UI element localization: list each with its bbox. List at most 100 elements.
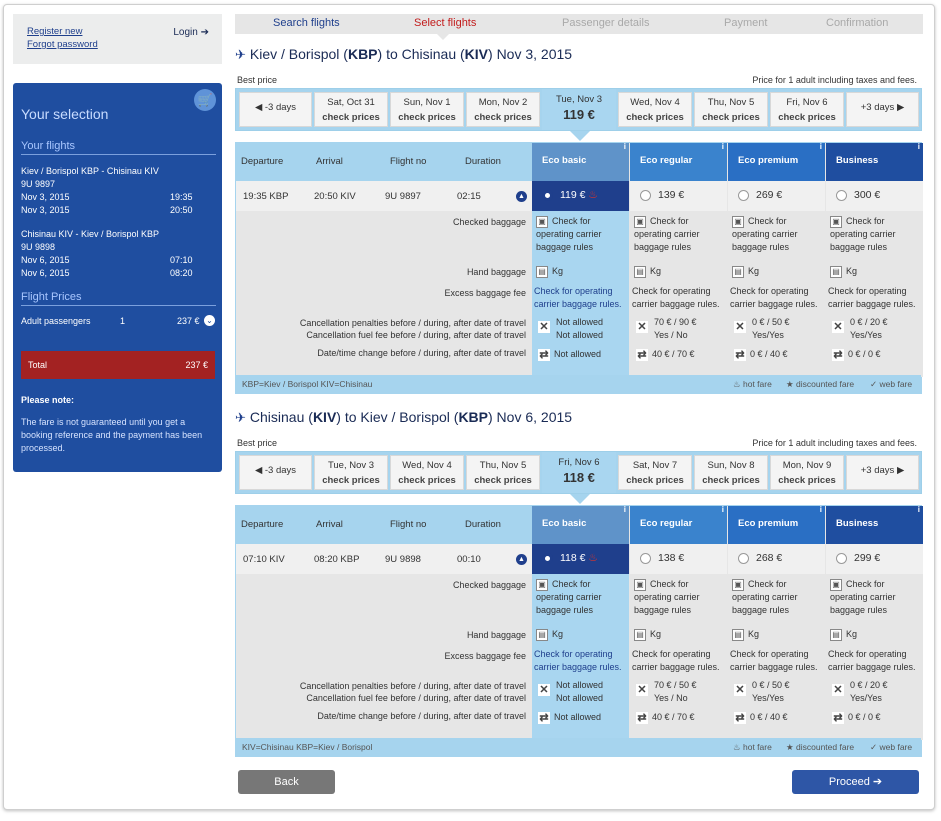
close-icon: ✕ <box>636 684 648 696</box>
flame-icon: ♨ <box>733 742 741 752</box>
inbound-date-2[interactable]: Thu, Nov 5 check prices <box>466 455 540 490</box>
cancellation-info: ✕ 70 € / 50 € Yes / No <box>636 680 697 703</box>
inbound-date-5[interactable]: Sun, Nov 8 check prices <box>694 455 768 490</box>
exchange-icon: ⇄ <box>636 348 648 361</box>
outbound-fare-price-2[interactable]: 269 € <box>728 181 825 211</box>
inbound-prev-days[interactable]: ◀ -3 days <box>239 455 312 490</box>
outbound-lbl_excess: Excess baggage fee <box>444 288 526 298</box>
chevron-down-icon[interactable]: ⌄ <box>204 315 215 326</box>
chevron-up-icon[interactable]: ▲ <box>516 191 527 202</box>
inbound-date-3[interactable]: Fri, Nov 6 118 € <box>542 452 616 493</box>
fare-radio[interactable] <box>542 190 553 201</box>
total-value: 237 € <box>185 360 208 370</box>
exchange-icon: ⇄ <box>832 348 844 361</box>
outbound-price-note: Price for 1 adult including taxes and fe… <box>752 75 917 85</box>
inbound-date-6[interactable]: Mon, Nov 9 check prices <box>770 455 844 490</box>
inbound-fare-col-0: 118 € ♨ ▣ Check for operating carrier bagg… <box>532 544 629 740</box>
outbound-date-1[interactable]: Sun, Nov 1 check prices <box>390 92 464 127</box>
ret-dep-date: Nov 6, 2015 <box>21 255 70 265</box>
note-text: The fare is not guaranteed until you get… <box>21 417 203 453</box>
inbound-price-note: Price for 1 adult including taxes and fe… <box>752 438 917 448</box>
inbound-fare-price-2[interactable]: 268 € <box>728 544 825 574</box>
out-dep-time: 19:35 <box>170 192 193 202</box>
info-icon[interactable]: i <box>623 505 626 514</box>
close-icon: ✕ <box>538 321 550 333</box>
fare-radio[interactable] <box>640 190 651 201</box>
cancellation-info: ✕ Not allowed Not allowed <box>538 680 604 703</box>
outbound-fare-price-1[interactable]: 139 € <box>630 181 727 211</box>
fare-radio[interactable] <box>738 553 749 564</box>
step-search-flights[interactable]: Search flights <box>273 17 340 29</box>
out-flight: 9U 9897 <box>21 179 56 189</box>
info-icon[interactable]: i <box>721 505 724 514</box>
close-icon: ✕ <box>538 684 550 696</box>
inbound-date-1[interactable]: Wed, Nov 4 check prices <box>390 455 464 490</box>
cart-icon[interactable]: 🛒 <box>194 89 216 111</box>
inbound-fare-price-1[interactable]: 138 € <box>630 544 727 574</box>
adult-count: 1 <box>120 316 126 326</box>
close-icon: ✕ <box>832 684 844 696</box>
outbound-date-2[interactable]: Mon, Nov 2 check prices <box>466 92 540 127</box>
fare-radio[interactable] <box>640 553 651 564</box>
fare-radio[interactable] <box>542 553 553 564</box>
inbound-date-0[interactable]: Tue, Nov 3 check prices <box>314 455 388 490</box>
exchange-icon: ⇄ <box>636 711 648 724</box>
info-icon[interactable]: i <box>721 142 724 151</box>
ret-flight: 9U 9898 <box>21 242 56 252</box>
outbound-fare-col-2: 269 € ▣ Check for operating carrier baggag… <box>728 181 825 377</box>
change-info: ⇄ 0 € / 0 € <box>832 711 881 724</box>
inbound-fare-col-1: 138 € ▣ Check for operating carrier baggag… <box>630 544 727 740</box>
excess-baggage-info: Check for operating carrier baggage rules… <box>632 286 720 309</box>
register-link[interactable]: Register new <box>27 26 83 37</box>
outbound-prev-days[interactable]: ◀ -3 days <box>239 92 312 127</box>
outbound-fare-price-0[interactable]: 119 € ♨ <box>532 181 629 211</box>
fare-radio[interactable] <box>836 553 847 564</box>
inbound-fare-price-0[interactable]: 118 € ♨ <box>532 544 629 574</box>
excess-baggage-info: Check for operating carrier baggage rules… <box>534 649 622 672</box>
outbound-date-3[interactable]: Tue, Nov 3 119 € <box>542 89 616 130</box>
fare-radio[interactable] <box>836 190 847 201</box>
checked-baggage-info: ▣ Check for operating carrier baggage rule… <box>536 215 602 252</box>
change-info: ⇄ 0 € / 40 € <box>734 711 788 724</box>
flame-icon: ♨ <box>733 379 741 389</box>
fare-radio[interactable] <box>738 190 749 201</box>
close-icon: ✕ <box>832 321 844 333</box>
login-link[interactable]: Login ➔ <box>173 27 209 38</box>
back-button[interactable]: Back <box>238 770 335 794</box>
outbound-fare-price-3[interactable]: 300 € <box>826 181 923 211</box>
chevron-up-icon[interactable]: ▲ <box>516 554 527 565</box>
info-icon[interactable]: i <box>819 142 822 151</box>
inbound-lbl_excess: Excess baggage fee <box>444 651 526 661</box>
hot-fare-icon: ♨ <box>588 189 598 201</box>
adult-passengers-label: Adult passengers <box>21 316 91 326</box>
info-icon[interactable]: i <box>917 505 920 514</box>
inbound-fare-header-1: Eco regular i <box>630 505 727 544</box>
note-heading: Please note: <box>21 395 75 405</box>
hand-baggage-info: ▤ Kg <box>732 265 759 278</box>
hand-baggage-info: ▤ Kg <box>634 265 661 278</box>
excess-baggage-info: Check for operating carrier baggage rules… <box>534 286 622 309</box>
outbound-date-0[interactable]: Sat, Oct 31 check prices <box>314 92 388 127</box>
inbound-fare-price-3[interactable]: 299 € <box>826 544 923 574</box>
outbound-next-days[interactable]: +3 days ▶ <box>846 92 919 127</box>
your-flights-heading: Your flights <box>21 140 216 155</box>
outbound-date-4[interactable]: Wed, Nov 4 check prices <box>618 92 692 127</box>
outbound-date-5[interactable]: Thu, Nov 5 check prices <box>694 92 768 127</box>
info-icon[interactable]: i <box>917 142 920 151</box>
info-icon[interactable]: i <box>623 142 626 151</box>
inbound-lbl_hand: Hand baggage <box>466 630 526 640</box>
inbound-date-4[interactable]: Sat, Nov 7 check prices <box>618 455 692 490</box>
cancellation-info: ✕ 0 € / 50 € Yes/Yes <box>734 317 790 340</box>
checked-baggage-info: ▣ Check for operating carrier baggage rule… <box>634 578 700 615</box>
outbound-date-caret <box>570 131 590 141</box>
inbound-next-days[interactable]: +3 days ▶ <box>846 455 919 490</box>
info-icon[interactable]: i <box>819 505 822 514</box>
proceed-button[interactable]: Proceed ➔ <box>792 770 919 794</box>
outbound-date-6[interactable]: Fri, Nov 6 check prices <box>770 92 844 127</box>
checked-baggage-info: ▣ Check for operating carrier baggage rule… <box>732 578 798 615</box>
outbound-lbl_change: Date/time change before / during, after … <box>317 348 526 358</box>
step-passenger-details: Passenger details <box>562 17 650 29</box>
hand-baggage-info: ▤ Kg <box>536 628 563 641</box>
forgot-password-link[interactable]: Forgot password <box>27 39 98 50</box>
user-box: Register new Forgot password Login ➔ <box>13 14 222 64</box>
